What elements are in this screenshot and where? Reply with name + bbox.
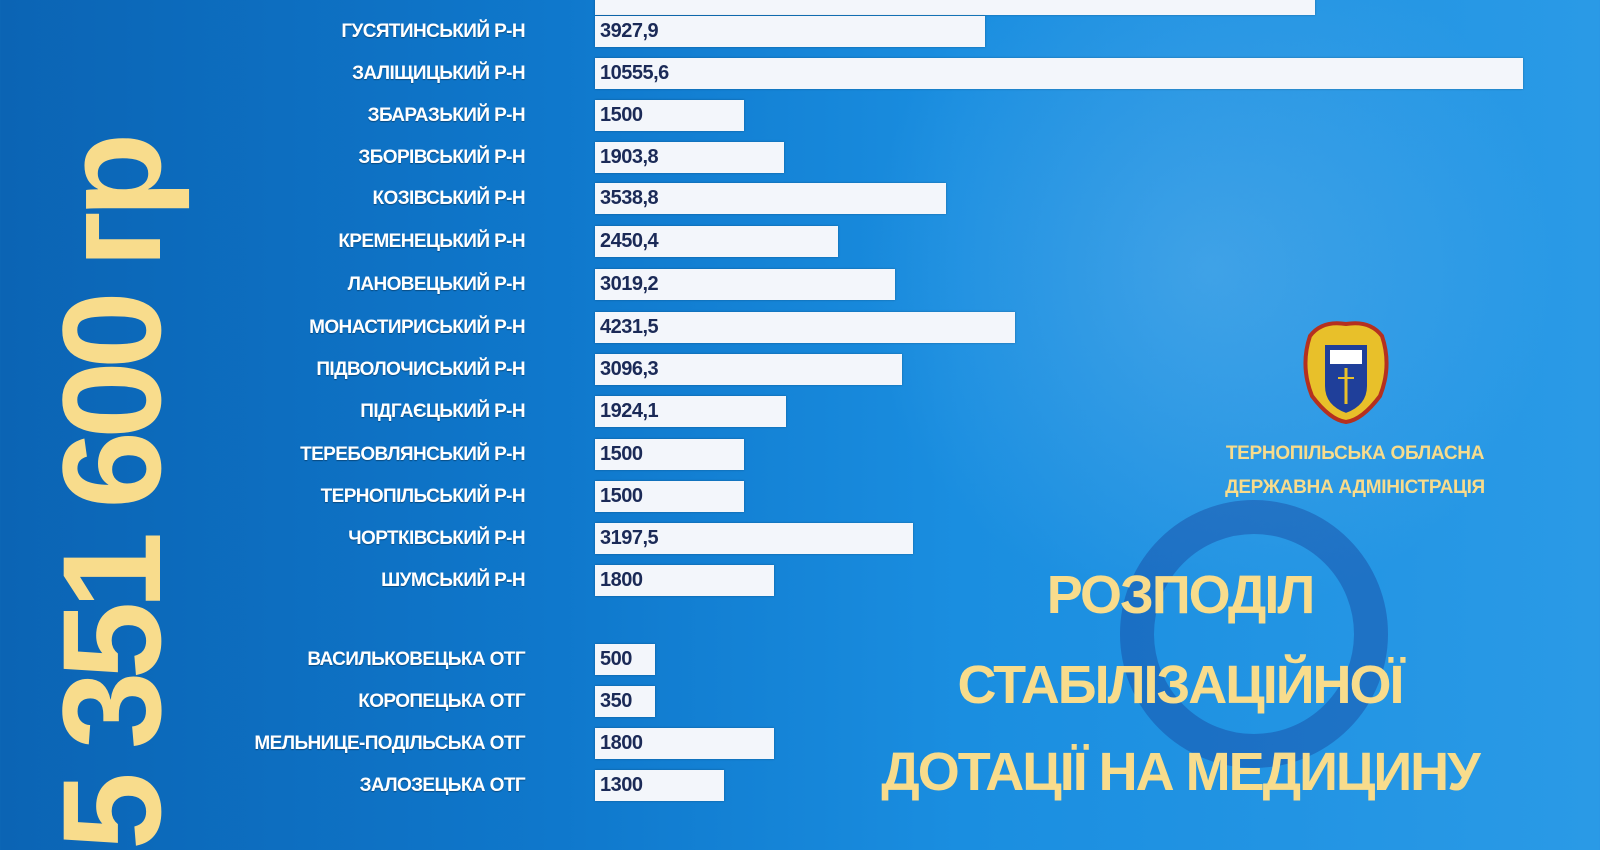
bar-value-label: 1903,8 xyxy=(600,146,659,168)
bar-value-label: 350 xyxy=(600,690,632,712)
bar-label: ЗБОРІВСЬКИЙ Р-Н xyxy=(358,147,525,168)
bar-value-label: 1500 xyxy=(600,443,643,465)
bar-value-label: 1300 xyxy=(600,774,643,796)
bar xyxy=(595,142,785,173)
bar xyxy=(595,481,744,512)
bar-value-label: 4231,5 xyxy=(600,316,659,338)
bar-value-label: 1924,1 xyxy=(600,400,659,422)
bar xyxy=(595,354,903,385)
bar-value-label: 3197,5 xyxy=(600,527,659,549)
bar-value-label: 1800 xyxy=(600,732,643,754)
bar-value-label: 3927,9 xyxy=(600,20,659,42)
bar-label: МОНАСТИРИСЬКИЙ Р-Н xyxy=(309,317,526,338)
bar-row: КОРОПЕЦЬКА ОТГ 350 xyxy=(0,686,1560,718)
bar-row: КРЕМЕНЕЦЬКИЙ Р-Н 2450,4 xyxy=(0,226,1560,258)
bar-value-label: 3019,2 xyxy=(600,273,659,295)
bar xyxy=(595,58,1523,89)
bar-value-label: 3538,8 xyxy=(600,187,659,209)
bar-row: ТЕРНОПІЛЬСЬКИЙ Р-Н 1500 xyxy=(0,481,1560,513)
bar xyxy=(595,565,774,596)
bar-row: ВАСИЛЬКОВЕЦЬКА ОТГ 500 xyxy=(0,644,1560,676)
bar-label: ВАСИЛЬКОВЕЦЬКА ОТГ xyxy=(307,649,525,670)
bar-row: ЗБАРАЗЬКИЙ Р-Н 1500 xyxy=(0,100,1560,132)
bar-row: ЛАНОВЕЦЬКИЙ Р-Н 3019,2 xyxy=(0,269,1560,301)
bar-label: ТЕРНОПІЛЬСЬКИЙ Р-Н xyxy=(320,486,526,507)
cut-off-row xyxy=(0,0,1560,16)
bar-row: ПІДВОЛОЧИСЬКИЙ Р-Н 3096,3 xyxy=(0,354,1560,386)
bar-row: ТЕРЕБОВЛЯНСЬКИЙ Р-Н 1500 xyxy=(0,439,1560,471)
bar-row: ЗАЛОЗЕЦЬКА ОТГ 1300 xyxy=(0,770,1560,802)
bar-row: ГУСЯТИНСЬКИЙ Р-Н 3927,9 xyxy=(0,16,1560,48)
bar-row: ЗАЛІЩИЦЬКИЙ Р-Н 10555,6 xyxy=(0,58,1560,90)
bar-row: ШУМСЬКИЙ Р-Н 1800 xyxy=(0,565,1560,597)
bar xyxy=(595,686,655,717)
bar-label: ПІДВОЛОЧИСЬКИЙ Р-Н xyxy=(316,359,525,380)
title-line-1: РОЗПОДІЛ xyxy=(1046,565,1316,625)
bar xyxy=(595,523,913,554)
bar xyxy=(595,644,655,675)
bar-label: ЛАНОВЕЦЬКИЙ Р-Н xyxy=(347,274,526,295)
bar-row: МОНАСТИРИСЬКИЙ Р-Н 4231,5 xyxy=(0,312,1560,344)
bar xyxy=(595,439,744,470)
bar-value-label: 1800 xyxy=(600,569,643,591)
bar-value-label: 500 xyxy=(600,648,632,670)
bar-row: ЧОРТКІВСЬКИЙ Р-Н 3197,5 xyxy=(0,523,1560,555)
bar-label: ГУСЯТИНСЬКИЙ Р-Н xyxy=(341,21,525,42)
bar xyxy=(595,728,774,759)
organization-line-2: ДЕРЖАВНА АДМІНІСТРАЦІЯ xyxy=(1225,477,1485,498)
bar-label: КОРОПЕЦЬКА ОТГ xyxy=(358,691,525,712)
bar-row: ПІДГАЄЦЬКИЙ Р-Н 1924,1 xyxy=(0,396,1560,428)
bar-label: КОЗІВСЬКИЙ Р-Н xyxy=(372,188,526,209)
bar xyxy=(595,226,839,257)
bar-label: ЗБАРАЗЬКИЙ Р-Н xyxy=(367,105,526,126)
bar-value-label: 3096,3 xyxy=(600,358,659,380)
coat-of-arms-icon xyxy=(1303,321,1389,424)
bar-label: МЕЛЬНИЦЕ-ПОДІЛЬСЬКА ОТГ xyxy=(254,733,525,754)
bar xyxy=(595,0,1315,15)
bar-label: ЗАЛОЗЕЦЬКА ОТГ xyxy=(359,775,526,796)
title-line-3: ДОТАЦІЇ НА МЕДИЦИНУ xyxy=(881,742,1481,802)
bar-label: ЧОРТКІВСЬКИЙ Р-Н xyxy=(348,528,525,549)
bar-value-label: 10555,6 xyxy=(600,62,669,84)
bar xyxy=(595,269,895,300)
bar-row: ЗБОРІВСЬКИЙ Р-Н 1903,8 xyxy=(0,142,1560,174)
bar-label: ПІДГАЄЦЬКИЙ Р-Н xyxy=(360,401,525,422)
bar xyxy=(595,183,947,214)
organization-line-1: ТЕРНОПІЛЬСЬКА ОБЛАСНА xyxy=(1225,443,1485,464)
bar-chart: ГУСЯТИНСЬКИЙ Р-Н 3927,9 ЗАЛІЩИЦЬКИЙ Р-Н 105… xyxy=(0,0,1560,802)
bar-value-label: 1500 xyxy=(600,104,643,126)
bar-row: КОЗІВСЬКИЙ Р-Н 3538,8 xyxy=(0,183,1560,215)
bar-value-label: 2450,4 xyxy=(600,230,659,252)
bar-label: КРЕМЕНЕЦЬКИЙ Р-Н xyxy=(338,231,525,252)
bar xyxy=(595,396,787,427)
bar xyxy=(595,312,1016,343)
bar xyxy=(595,16,986,47)
title-line-2: СТАБІЛІЗАЦІЙНОЇ xyxy=(957,655,1405,715)
bar xyxy=(595,100,744,131)
bar-row: МЕЛЬНИЦЕ-ПОДІЛЬСЬКА ОТГ 1800 xyxy=(0,728,1560,760)
bar-value-label: 1500 xyxy=(600,485,643,507)
bar-label: ТЕРЕБОВЛЯНСЬКИЙ Р-Н xyxy=(300,444,526,465)
bar xyxy=(595,770,725,801)
bar-label: ЗАЛІЩИЦЬКИЙ Р-Н xyxy=(352,63,526,84)
bar-label: ШУМСЬКИЙ Р-Н xyxy=(381,570,525,591)
